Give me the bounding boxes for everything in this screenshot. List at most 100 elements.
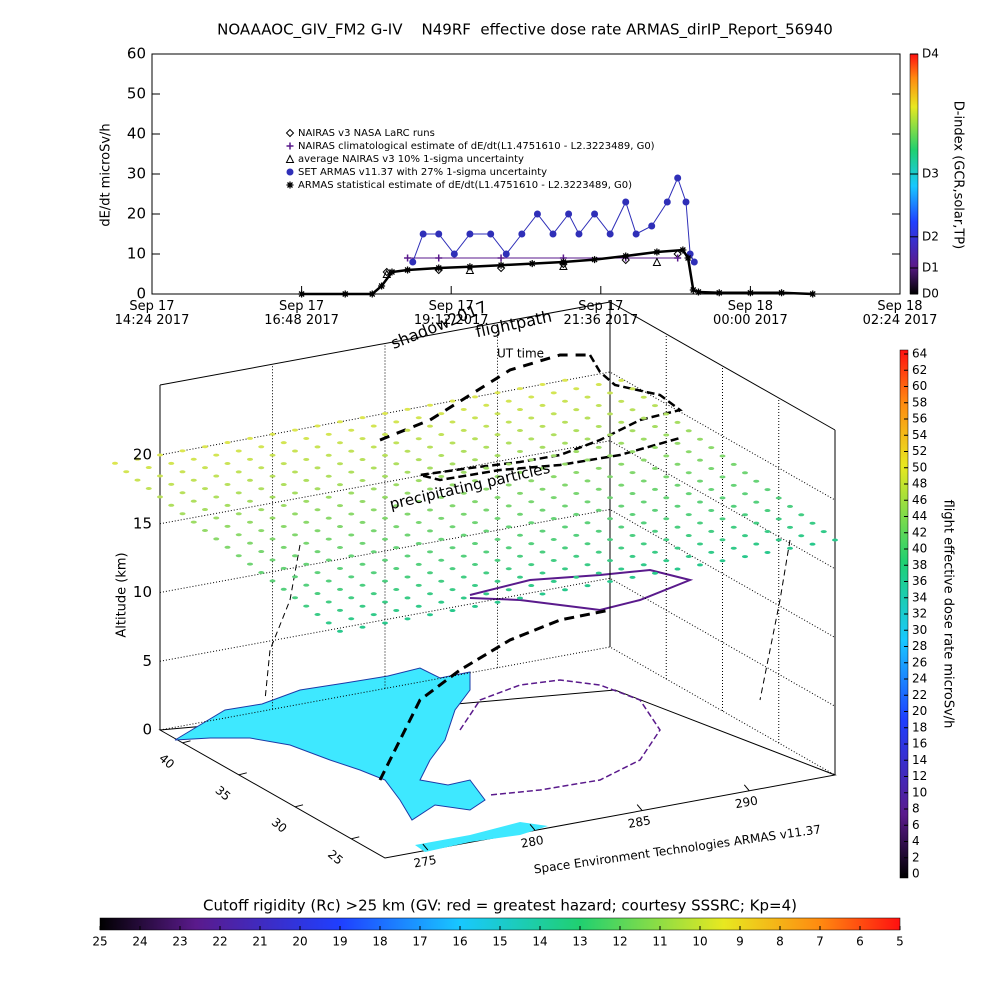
dose-cell: [674, 420, 681, 424]
legend-marker: [285, 128, 295, 138]
dose-cell: [697, 437, 703, 441]
dose-cell: [573, 533, 580, 537]
dose-cell: [404, 470, 411, 474]
dose-cell: [370, 592, 377, 596]
lat-tick-label: 30: [269, 815, 290, 836]
dose-cell: [607, 475, 613, 479]
dose-cell: [427, 550, 433, 554]
dose-cell: [179, 512, 186, 516]
dose-cell: [494, 412, 501, 416]
dose-colorbar-tick-label: 58: [912, 395, 927, 409]
dose-cell: [325, 474, 332, 478]
data-point: [575, 230, 583, 238]
dose-cell: [269, 453, 276, 457]
lat-tick: [182, 740, 191, 744]
dose-cell: [292, 428, 298, 432]
dose-cell: [573, 387, 580, 391]
dose-cell: [640, 416, 647, 420]
dose-cell: [573, 429, 580, 433]
panel-label: UT time: [497, 347, 544, 361]
dose-cell: [449, 483, 456, 487]
dose-cell: [539, 487, 546, 491]
dose-cell: [809, 521, 816, 525]
legend-marker: [286, 142, 294, 150]
x-tick-label: Sep 17 19:12 2017: [413, 299, 489, 328]
dose-cell: [472, 395, 478, 399]
dose-cell: [370, 571, 377, 575]
data-point: [663, 198, 671, 206]
dose-cell: [528, 416, 535, 420]
data-point: [388, 268, 396, 276]
dose-cell: [685, 555, 692, 558]
dose-cell: [382, 495, 388, 499]
rigidity-colorbar-tick-label: 24: [132, 935, 147, 949]
dose-cell: [528, 500, 535, 504]
dose-cell: [539, 424, 546, 428]
dose-cell: [652, 466, 658, 470]
dose-colorbar-tick-label: 40: [912, 542, 927, 556]
dose-cell: [303, 437, 310, 440]
dose-cell: [550, 433, 557, 437]
dose-cell: [742, 513, 748, 517]
dose-cell: [157, 495, 163, 499]
dose-colorbar-tick-label: 46: [912, 493, 927, 507]
dose-cell: [337, 441, 343, 445]
rigidity-colorbar-title: Cutoff rigidity (Rc) >25 km (GV: red = g…: [203, 897, 797, 915]
dose-cell: [382, 600, 388, 604]
dose-cell: [337, 587, 343, 591]
dose-cell: [708, 529, 715, 533]
dose-cell: [202, 445, 208, 449]
dose-cell: [438, 433, 445, 437]
dose-cell: [483, 424, 490, 428]
data-point: [466, 263, 474, 271]
dose-colorbar-tick-label: 8: [912, 802, 920, 816]
dose-cell: [685, 471, 692, 475]
dose-cell: [337, 566, 343, 570]
dose-cell: [370, 529, 377, 533]
dose-cell: [663, 475, 670, 479]
data-point: [518, 230, 526, 238]
data-point: [378, 282, 386, 290]
dose-cell: [595, 445, 602, 449]
dose-cell: [359, 416, 366, 420]
dose-cell: [415, 437, 422, 441]
dose-cell: [393, 525, 400, 529]
dose-cell: [337, 504, 343, 508]
data-point: [652, 257, 662, 266]
dose-cell: [640, 500, 647, 504]
dose-cell: [483, 466, 490, 470]
dose-cell: [404, 617, 411, 621]
lat-tick-label: 25: [325, 847, 346, 868]
dose-cell: [303, 520, 310, 524]
dose-cell: [663, 496, 670, 500]
rigidity-colorbar-tick-label: 9: [736, 935, 744, 949]
lon-tick: [422, 843, 429, 851]
dose-cell: [775, 496, 782, 500]
dose-cell: [303, 562, 310, 566]
dose-cell: [449, 525, 456, 529]
dose-cell: [742, 492, 748, 496]
dose-cell: [494, 516, 501, 520]
series-line: [301, 248, 813, 296]
flight-path: [379, 353, 590, 442]
dose-cell: [449, 588, 456, 592]
dose-cell: [663, 559, 670, 563]
dose-cell: [224, 441, 231, 445]
dose-cell: [404, 596, 411, 600]
dose-cell: [640, 479, 647, 483]
dose-cell: [449, 567, 456, 571]
dose-cell: [292, 512, 298, 516]
dose-cell: [550, 391, 557, 395]
dose-cell: [472, 500, 478, 504]
dose-cell: [573, 575, 580, 579]
data-point: [368, 290, 376, 298]
chart-title: NOAAAOC_GIV_FM2 G-IV N49RF effective dos…: [217, 21, 833, 40]
flight-path-shadow: [264, 544, 301, 701]
dose-cell: [224, 503, 231, 507]
y-axis-label: dE/dt microSv/h: [99, 123, 114, 226]
dose-cell: [348, 617, 355, 621]
dose-cell: [618, 546, 625, 550]
lat-tick: [351, 836, 360, 840]
dose-cell: [415, 479, 422, 483]
dose-cell: [460, 449, 467, 453]
